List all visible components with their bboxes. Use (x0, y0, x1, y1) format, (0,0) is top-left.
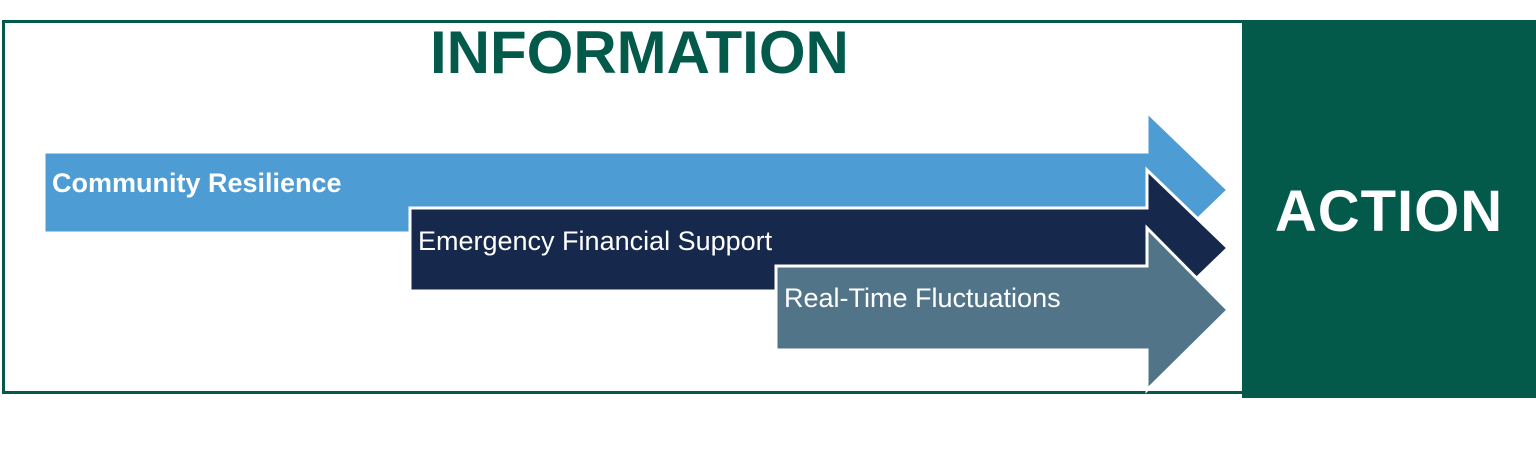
arrow-label-real-time-fluctuations: Real-Time Fluctuations (784, 283, 1061, 313)
action-label: ACTION (1274, 178, 1504, 244)
information-title: INFORMATION (430, 19, 849, 86)
arrow-shape-real-time-fluctuations (774, 224, 1231, 394)
arrow-label-community-resilience: Community Resilience (52, 168, 342, 198)
action-panel: ACTION (1242, 20, 1536, 398)
diagram-frame (2, 20, 1536, 394)
arrow-real-time-fluctuations: Real-Time Fluctuations (774, 224, 1231, 394)
arrow-label-emergency-financial-support: Emergency Financial Support (418, 226, 773, 256)
